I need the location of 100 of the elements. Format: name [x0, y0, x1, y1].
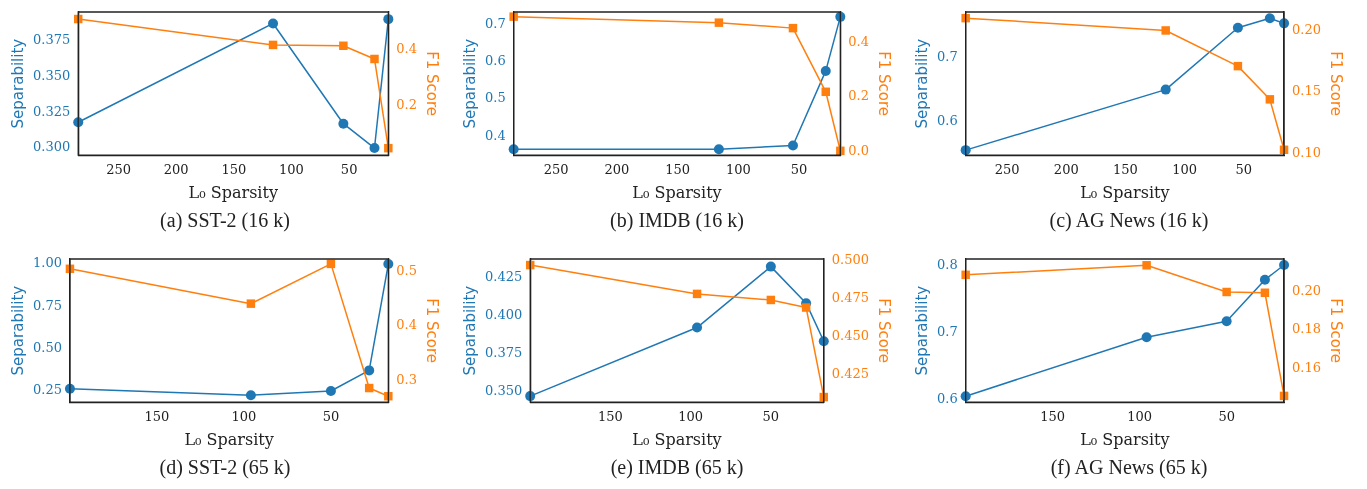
x-tick-label: 150	[144, 409, 170, 425]
y2-axis-title: F1 Score	[423, 298, 442, 364]
y2-tick-label: 0.500	[831, 251, 869, 267]
y2-tick-label: 0.3	[396, 371, 418, 387]
y2-tick-label: 0.10	[1292, 144, 1322, 160]
point	[713, 144, 724, 155]
y2-tick-label: 0.2	[396, 97, 418, 113]
x-axis-title: L₀ Sparsity	[1080, 182, 1170, 202]
point	[820, 65, 831, 76]
y-tick-label: 0.6	[936, 112, 958, 128]
x-tick-label: 250	[543, 162, 569, 178]
y2-tick-label: 0.5	[396, 262, 418, 278]
x-tick-label: 150	[1040, 409, 1066, 425]
point	[1222, 287, 1231, 297]
y-tick-label: 0.400	[485, 306, 523, 322]
y2-tick-label: 0.0	[848, 143, 870, 159]
x-tick-label: 50	[790, 162, 808, 178]
y-tick-label: 0.7	[484, 15, 506, 31]
y2-axis-title: F1 Score	[1327, 51, 1346, 117]
y2-axis-title: F1 Score	[875, 51, 894, 117]
y-tick-label: 0.8	[936, 257, 958, 273]
y-tick-label: 0.4	[484, 127, 506, 143]
point	[338, 118, 349, 129]
x-tick-label: 150	[221, 162, 247, 178]
y-axis-title: Separability	[8, 285, 27, 376]
text: (e) IMDB (65 k)	[609, 456, 745, 479]
x-tick-label: 50	[340, 162, 358, 178]
y2-tick-label: 0.4	[396, 40, 418, 56]
point	[801, 303, 811, 312]
point	[369, 143, 380, 154]
y-tick-label: 0.6	[936, 390, 958, 406]
point	[714, 18, 724, 27]
point	[339, 41, 348, 50]
x-tick-label: 50	[1218, 409, 1235, 425]
point	[370, 54, 379, 64]
y2-axis-title: F1 Score	[875, 298, 894, 364]
point	[1160, 84, 1171, 95]
x-tick-label: 100	[725, 162, 751, 178]
y-tick-label: 1.00	[32, 255, 62, 271]
y-axis-title: Separability	[460, 285, 479, 376]
y2-tick-label: 0.450	[831, 327, 869, 343]
point	[787, 140, 798, 151]
y2-tick-label: 0.475	[831, 289, 869, 305]
x-tick-label: 250	[994, 162, 1020, 178]
x-axis-title: L₀ Sparsity	[632, 182, 722, 202]
y2-tick-label: 0.4	[848, 33, 870, 49]
y2-tick-label: 0.20	[1292, 21, 1322, 37]
x-tick-label: 100	[1172, 162, 1198, 178]
x-axis-title: L₀ Sparsity	[632, 429, 722, 449]
y-tick-label: 0.75	[32, 297, 62, 313]
point	[1259, 274, 1270, 285]
point	[765, 261, 776, 272]
x-tick-label: 100	[231, 409, 257, 425]
y-tick-label: 0.7	[936, 49, 958, 65]
x-tick-label: 100	[1127, 409, 1153, 425]
y2-tick-label: 0.16	[1292, 359, 1322, 375]
y-tick-label: 0.375	[33, 32, 71, 48]
point	[1142, 261, 1151, 270]
x-tick-label: 200	[1053, 162, 1079, 178]
point	[1221, 316, 1232, 327]
x-tick-label: 100	[678, 409, 704, 425]
y2-axis-title: F1 Score	[423, 51, 442, 117]
x-tick-label: 200	[163, 162, 189, 178]
y-axis-title: Separability	[8, 38, 27, 129]
y2-tick-label: 0.2	[848, 88, 870, 104]
x-tick-label: 50	[322, 409, 340, 425]
x-tick-label: 150	[1113, 162, 1138, 178]
x-tick-label: 150	[598, 409, 623, 425]
y-tick-label: 0.7	[936, 323, 958, 339]
y-tick-label: 0.50	[32, 340, 62, 356]
y-axis-title: Separability	[912, 38, 931, 129]
x-axis-title: L₀ Sparsity	[188, 182, 278, 202]
x-axis-title: L₀ Sparsity	[184, 429, 274, 449]
y-tick-label: 0.300	[33, 139, 71, 155]
y-tick-label: 0.25	[32, 382, 62, 398]
text: (a) SST-2 (16 k)	[159, 209, 291, 232]
x-tick-label: 200	[604, 162, 630, 178]
y-axis-title: Separability	[460, 38, 479, 129]
y-tick-label: 0.425	[485, 268, 523, 284]
point	[1264, 13, 1275, 24]
y-tick-label: 0.375	[485, 344, 523, 360]
point	[268, 18, 279, 29]
y-tick-label: 0.6	[484, 52, 506, 68]
y-tick-label: 0.350	[485, 382, 523, 398]
point	[692, 322, 703, 333]
y2-tick-label: 0.18	[1292, 321, 1322, 337]
point	[1232, 22, 1243, 33]
point	[245, 390, 256, 401]
x-tick-label: 250	[106, 162, 131, 178]
text: (b) IMDB (16 k)	[609, 209, 745, 232]
point	[1161, 26, 1170, 35]
text: (c) AG News (16 k)	[1048, 209, 1210, 232]
y-axis-title: Separability	[912, 285, 931, 376]
y2-tick-label: 0.4	[396, 317, 418, 333]
point	[325, 386, 336, 397]
y2-axis-title: F1 Score	[1327, 298, 1346, 364]
y2-tick-label: 0.425	[831, 365, 869, 381]
x-tick-label: 100	[279, 162, 304, 178]
x-tick-label: 50	[762, 409, 780, 425]
point	[246, 299, 256, 308]
